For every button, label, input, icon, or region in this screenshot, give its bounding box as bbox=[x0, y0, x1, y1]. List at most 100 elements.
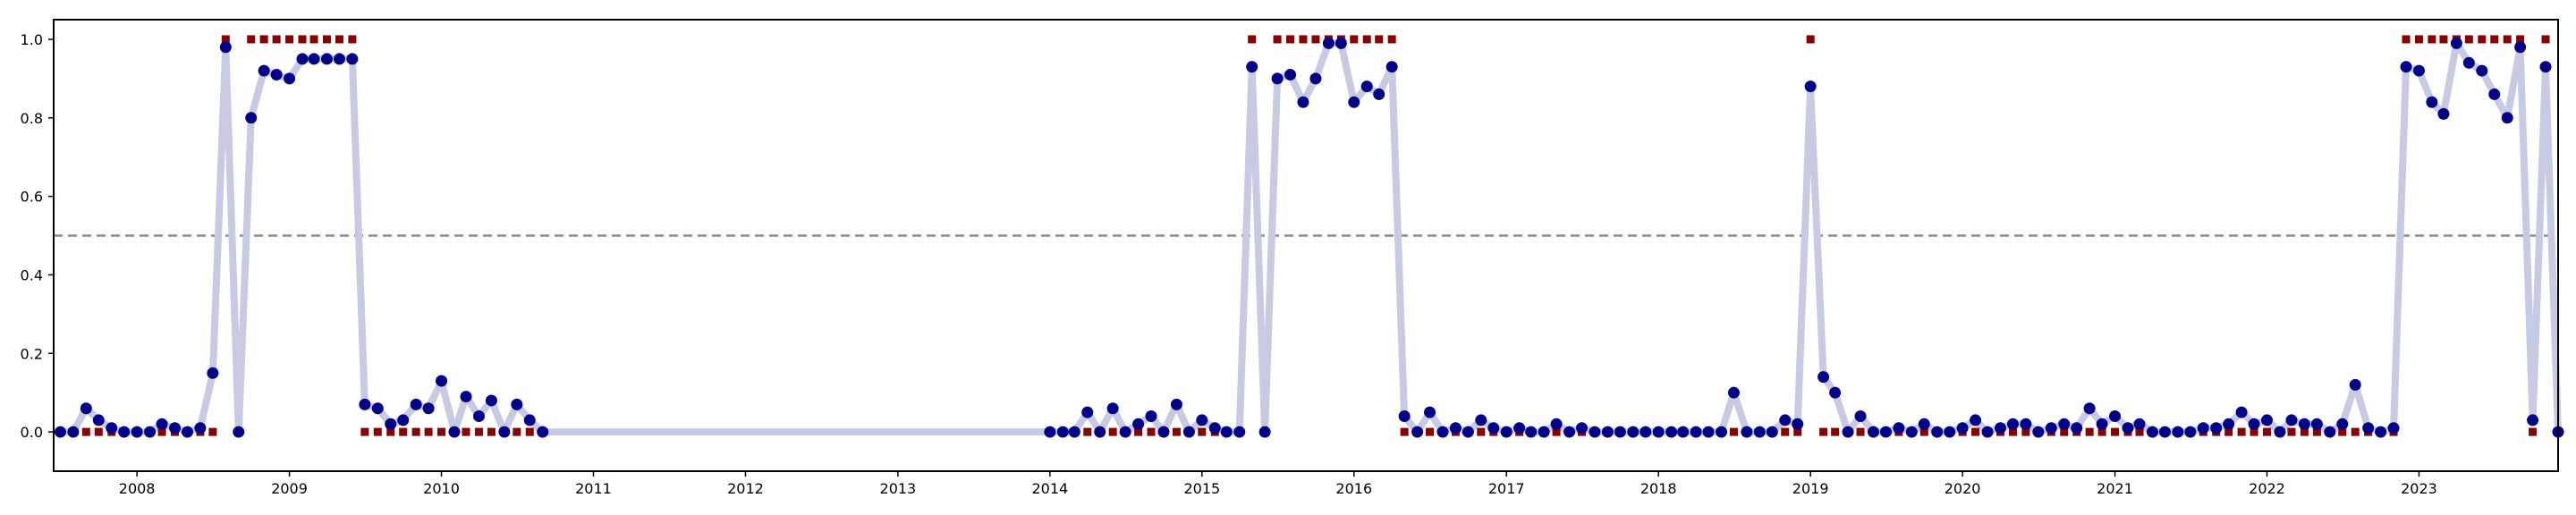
probability-marker bbox=[1994, 422, 2006, 435]
binary-marker bbox=[1311, 35, 1320, 44]
probability-marker bbox=[1905, 426, 1918, 438]
probability-marker bbox=[2210, 422, 2223, 435]
binary-marker bbox=[2439, 35, 2448, 44]
binary-marker bbox=[386, 427, 395, 436]
binary-marker bbox=[474, 427, 483, 436]
probability-marker bbox=[2071, 422, 2083, 435]
probability-marker bbox=[1462, 426, 1474, 438]
probability-marker bbox=[2450, 37, 2462, 49]
x-tick-label: 2008 bbox=[119, 480, 156, 497]
x-tick-label: 2015 bbox=[1183, 480, 1220, 497]
binary-marker bbox=[1299, 35, 1308, 44]
binary-marker bbox=[1350, 35, 1359, 44]
probability-marker bbox=[106, 422, 118, 435]
binary-marker bbox=[2060, 427, 2069, 436]
x-tick-label: 2013 bbox=[880, 480, 917, 497]
probability-marker bbox=[2362, 422, 2375, 435]
y-tick-label: 1.0 bbox=[21, 31, 43, 48]
binary-marker bbox=[348, 35, 357, 44]
binary-marker bbox=[1831, 427, 1840, 436]
binary-marker bbox=[1477, 427, 1486, 436]
probability-marker bbox=[1818, 371, 1830, 384]
probability-marker bbox=[2375, 426, 2387, 438]
probability-marker bbox=[296, 53, 309, 65]
probability-marker bbox=[359, 398, 371, 410]
probability-marker bbox=[1766, 426, 1778, 438]
probability-marker bbox=[2437, 107, 2450, 120]
binary-marker bbox=[462, 427, 470, 436]
probability-marker bbox=[181, 426, 193, 438]
binary-marker bbox=[513, 427, 521, 436]
probability-marker bbox=[2096, 418, 2108, 430]
probability-marker bbox=[422, 402, 435, 415]
probability-marker bbox=[1715, 426, 1727, 438]
binary-marker bbox=[335, 35, 343, 44]
binary-marker bbox=[487, 427, 496, 436]
x-tick-label: 2020 bbox=[1945, 480, 1981, 497]
binary-marker bbox=[1856, 427, 1865, 436]
probability-marker bbox=[2197, 422, 2209, 435]
binary-marker bbox=[2464, 35, 2473, 44]
binary-marker bbox=[2111, 427, 2120, 436]
probability-marker bbox=[472, 410, 485, 423]
binary-marker bbox=[1552, 427, 1561, 436]
binary-marker bbox=[1375, 35, 1384, 44]
probability-marker bbox=[2488, 88, 2501, 100]
probability-marker bbox=[385, 418, 397, 430]
probability-marker bbox=[1867, 426, 1879, 438]
probability-marker bbox=[1500, 426, 1513, 438]
probability-marker bbox=[1385, 61, 1398, 73]
probability-marker bbox=[1233, 426, 1246, 438]
probability-marker bbox=[1373, 88, 1385, 100]
x-tick-label: 2018 bbox=[1640, 480, 1677, 497]
binary-marker bbox=[1729, 427, 1738, 436]
probability-marker bbox=[2109, 410, 2122, 423]
x-tick-label: 2022 bbox=[2249, 480, 2285, 497]
probability-marker bbox=[1842, 426, 1854, 438]
probability-marker bbox=[80, 402, 92, 415]
probability-marker bbox=[1449, 422, 1462, 435]
probability-marker bbox=[1931, 426, 1944, 438]
binary-marker bbox=[2021, 427, 2030, 436]
binary-marker bbox=[1172, 427, 1181, 436]
probability-marker bbox=[410, 398, 422, 410]
probability-marker bbox=[436, 375, 448, 387]
probability-marker bbox=[1246, 61, 1258, 73]
probability-marker bbox=[2122, 422, 2134, 435]
probability-marker bbox=[118, 426, 131, 438]
binary-marker bbox=[2312, 427, 2321, 436]
probability-marker bbox=[2349, 378, 2361, 391]
probability-marker bbox=[2133, 418, 2146, 430]
probability-marker bbox=[2184, 426, 2197, 438]
x-tick-label: 2010 bbox=[423, 480, 460, 497]
x-tick-label: 2009 bbox=[271, 480, 308, 497]
binary-marker bbox=[1793, 427, 1802, 436]
binary-marker bbox=[247, 35, 256, 44]
binary-marker bbox=[2237, 427, 2246, 436]
probability-marker bbox=[1044, 426, 1056, 438]
probability-marker bbox=[485, 394, 497, 407]
probability-marker bbox=[2539, 61, 2552, 73]
probability-marker bbox=[2058, 418, 2071, 430]
binary-marker bbox=[2085, 427, 2094, 436]
binary-marker bbox=[2351, 427, 2360, 436]
probability-marker bbox=[1258, 426, 1271, 438]
probability-marker bbox=[1297, 96, 1309, 108]
probability-marker bbox=[1056, 426, 1069, 438]
probability-marker bbox=[397, 414, 410, 426]
probability-marker bbox=[1309, 72, 1322, 85]
probability-marker bbox=[1589, 426, 1601, 438]
probability-marker bbox=[537, 426, 549, 438]
y-axis: 0.0 0.2 0.4 0.6 0.8 1.0 bbox=[21, 31, 54, 441]
probability-marker bbox=[1614, 426, 1626, 438]
probability-marker bbox=[1575, 422, 1588, 435]
probability-marker bbox=[448, 426, 461, 438]
binary-marker bbox=[259, 35, 268, 44]
binary-marker bbox=[2503, 35, 2512, 44]
binary-marker bbox=[2338, 427, 2347, 436]
probability-marker bbox=[2261, 414, 2274, 426]
probability-marker bbox=[1106, 402, 1119, 415]
binary-marker bbox=[285, 35, 294, 44]
probability-marker bbox=[1284, 68, 1297, 80]
